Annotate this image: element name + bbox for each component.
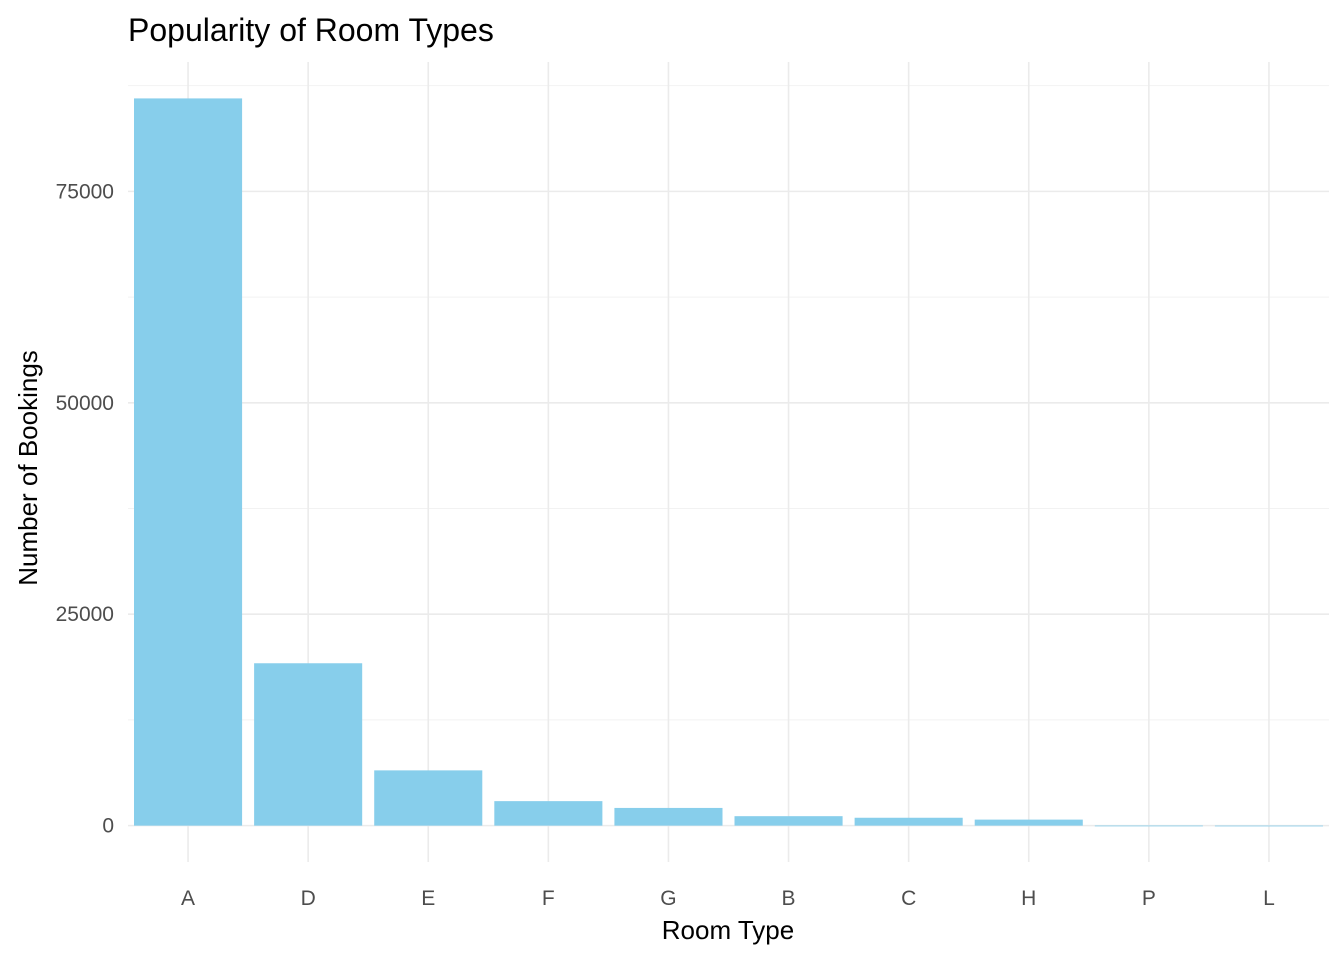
bar-D — [254, 663, 363, 826]
x-tick-label: D — [301, 887, 316, 910]
y-tick-label: 25000 — [56, 603, 114, 626]
x-tick-label: E — [421, 887, 435, 910]
y-tick-label: 0 — [102, 815, 114, 838]
x-tick-label: G — [660, 887, 676, 910]
bar-G — [614, 807, 723, 826]
bar-F — [494, 801, 603, 826]
bar-C — [854, 817, 963, 826]
y-axis-title: Number of Bookings — [13, 350, 43, 586]
bar-E — [374, 770, 483, 826]
x-tick-label: C — [901, 887, 916, 910]
y-tick-label: 50000 — [56, 392, 114, 415]
bar-P — [1094, 825, 1203, 827]
grid-lines — [128, 62, 1329, 862]
x-tick-label: F — [542, 887, 555, 910]
x-tick-label: L — [1263, 887, 1275, 910]
x-tick-label: P — [1142, 887, 1156, 910]
bar-B — [734, 816, 843, 826]
bar-L — [1214, 825, 1323, 827]
bars — [134, 98, 1323, 827]
x-tick-label: B — [782, 887, 796, 910]
y-axis-ticks: 0 25000 50000 75000 — [56, 180, 114, 837]
x-axis-title: Room Type — [662, 915, 794, 945]
x-tick-label: A — [181, 887, 195, 910]
bar-H — [974, 819, 1083, 826]
chart-title: Popularity of Room Types — [128, 12, 494, 48]
bar-A — [134, 98, 243, 826]
x-tick-label: H — [1021, 887, 1036, 910]
y-tick-label: 75000 — [56, 180, 114, 203]
